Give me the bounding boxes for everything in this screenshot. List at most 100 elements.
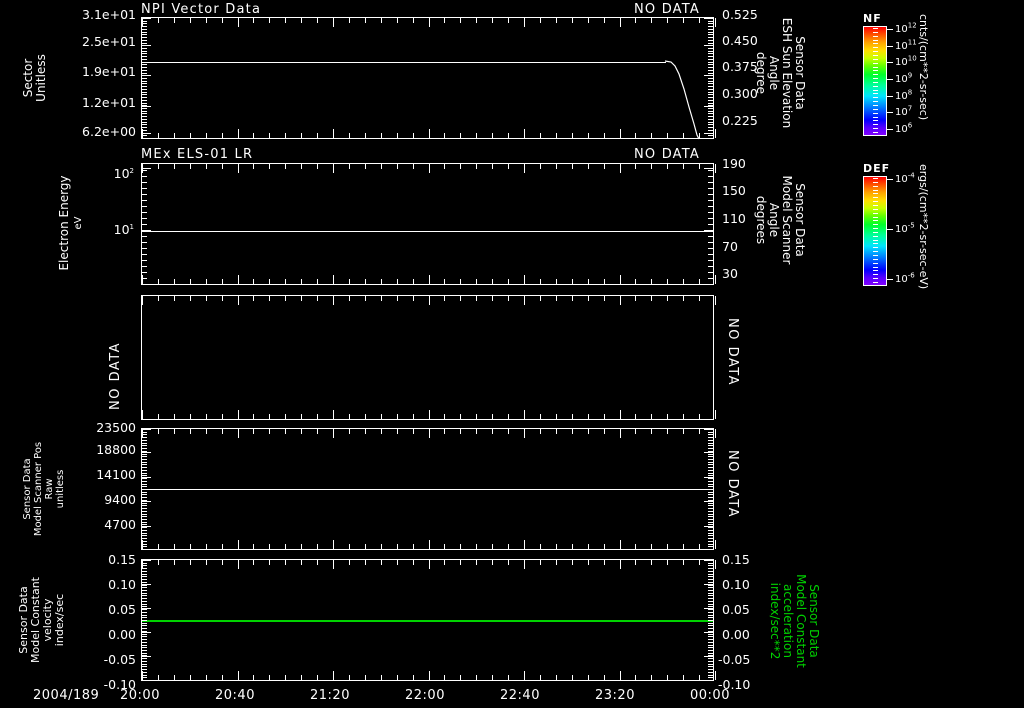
y-minor-tick [142, 278, 147, 279]
x-minor-tick [222, 544, 223, 549]
x-minor-tick [699, 164, 700, 169]
x-minor-tick [588, 429, 589, 434]
y-minor-tick [708, 533, 713, 534]
x-minor-tick [556, 18, 557, 23]
x-minor-tick [349, 279, 350, 284]
x-minor-tick [556, 429, 557, 434]
y-minor-tick [142, 595, 147, 596]
x-minor-tick [158, 164, 159, 169]
colorbar-minor-tick [873, 35, 878, 37]
y-minor-tick [708, 634, 713, 635]
panel-2-ytick-right: 190 [722, 156, 746, 171]
colorbar-tick-mark [887, 79, 893, 80]
colorbar-tick-label: 1012 [895, 21, 917, 35]
y-minor-tick [708, 78, 713, 79]
y-minor-tick [708, 75, 713, 76]
x-minor-tick [460, 414, 461, 419]
x-minor-tick [683, 675, 684, 680]
tick-exponent: 1 [129, 222, 134, 231]
x-minor-tick [588, 296, 589, 301]
y-minor-tick [708, 108, 713, 109]
y-minor-tick [708, 272, 713, 273]
x-minor-tick [174, 414, 175, 419]
y-minor-tick [142, 459, 147, 460]
y-minor-tick [142, 432, 147, 433]
x-minor-tick [222, 133, 223, 138]
x-minor-tick [572, 296, 573, 301]
x-major-tick [620, 429, 621, 438]
y-minor-tick [708, 445, 713, 446]
y-minor-tick [142, 511, 147, 512]
y-minor-tick [142, 508, 147, 509]
colorbar-minor-tick [873, 224, 878, 226]
x-minor-tick [444, 414, 445, 419]
y-minor-tick [708, 182, 713, 183]
x-minor-tick [285, 544, 286, 549]
x-major-tick [715, 671, 716, 680]
x-minor-tick [683, 296, 684, 301]
x-minor-tick [604, 675, 605, 680]
y-minor-tick [142, 124, 147, 125]
x-minor-tick [492, 560, 493, 565]
x-minor-tick [588, 675, 589, 680]
colorbar-tick-label: 1010 [895, 55, 917, 69]
y-major-tick [142, 560, 151, 561]
colorbar-nf-unit: cnts/(cm**2-sr-sec) [917, 14, 930, 121]
panel-5-ytick: 0.00 [108, 627, 136, 642]
x-minor-tick [651, 133, 652, 138]
x-major-tick [620, 410, 621, 419]
x-minor-tick [381, 18, 382, 23]
panel-2-ytick: 101 [86, 222, 134, 237]
x-minor-tick [556, 133, 557, 138]
y-minor-tick [708, 21, 713, 22]
y-minor-tick [708, 248, 713, 249]
x-minor-tick [253, 414, 254, 419]
y-minor-tick [142, 492, 147, 493]
colorbar-minor-tick [873, 197, 878, 199]
x-minor-tick [540, 675, 541, 680]
colorbar-minor-tick [873, 58, 878, 60]
colorbar-minor-tick [873, 47, 878, 49]
x-minor-tick [651, 544, 652, 549]
colorbar-minor-tick [873, 105, 878, 107]
y-minor-tick [708, 113, 713, 114]
y-minor-tick [708, 642, 713, 643]
panel-2-ytick-right: 30 [722, 266, 738, 281]
x-minor-tick [222, 675, 223, 680]
colorbar-tick-mark [887, 45, 893, 47]
y-minor-tick [142, 514, 147, 515]
x-major-tick [142, 18, 143, 27]
label-line: Sensor Data [793, 183, 807, 257]
x-minor-tick [253, 279, 254, 284]
x-minor-tick [397, 164, 398, 169]
x-minor-tick [174, 279, 175, 284]
colorbar-minor-tick [873, 108, 878, 110]
y-minor-tick [142, 565, 147, 566]
y-minor-tick [142, 675, 147, 676]
x-minor-tick [651, 279, 652, 284]
y-minor-tick [142, 105, 147, 106]
y-major-tick [142, 168, 151, 169]
x-minor-tick [206, 544, 207, 549]
x-major-tick [333, 164, 334, 173]
x-minor-tick [269, 675, 270, 680]
x-major-tick [620, 540, 621, 549]
y-minor-tick [142, 242, 147, 243]
panel-5-ytick-right: 0.00 [722, 627, 750, 642]
y-minor-tick [142, 64, 147, 65]
time-axis-tick: 21:20 [310, 688, 350, 703]
label-line: Sensor Data [793, 36, 807, 110]
y-minor-tick [142, 481, 147, 482]
x-major-tick [429, 18, 430, 27]
x-minor-tick [397, 296, 398, 301]
y-minor-tick [142, 606, 147, 607]
x-major-tick [238, 671, 239, 680]
y-minor-tick [142, 617, 147, 618]
y-minor-tick [708, 111, 713, 112]
x-minor-tick [460, 133, 461, 138]
x-minor-tick [285, 414, 286, 419]
y-minor-tick [142, 571, 147, 572]
x-minor-tick [206, 414, 207, 419]
x-minor-tick [190, 429, 191, 434]
colorbar-tick-mark [887, 95, 893, 97]
